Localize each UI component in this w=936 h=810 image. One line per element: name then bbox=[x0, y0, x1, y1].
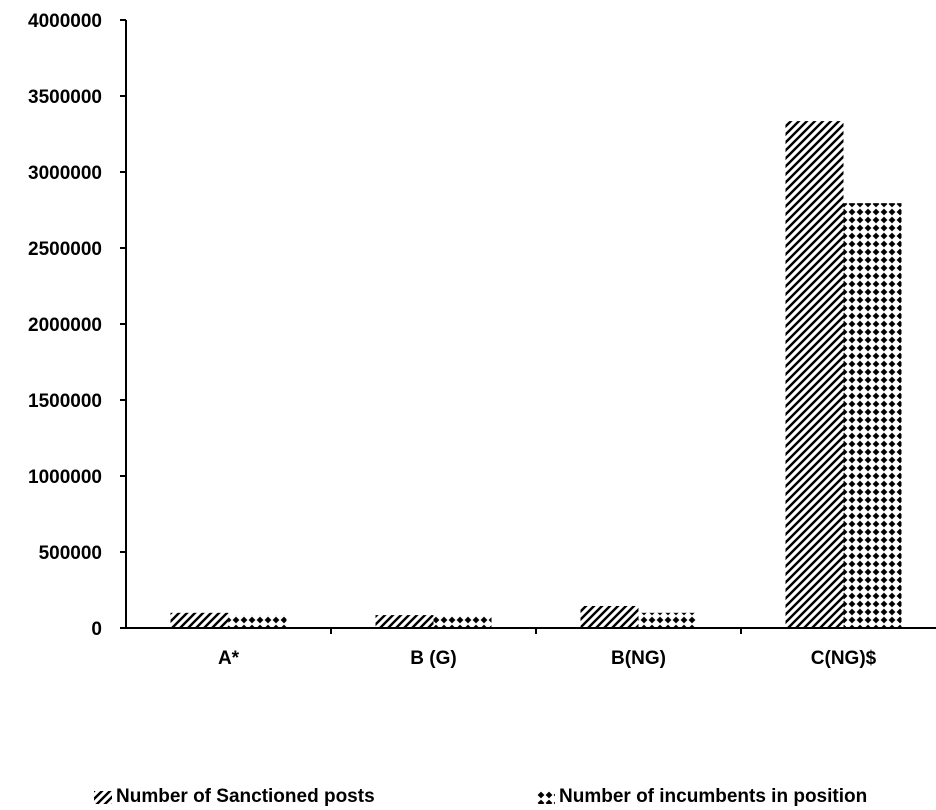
bar-series1-1 bbox=[375, 615, 434, 628]
x-tick-label: B (G) bbox=[410, 648, 456, 669]
y-tick-label: 500000 bbox=[39, 543, 102, 564]
bar-series2-2 bbox=[638, 612, 697, 628]
legend-item-sanctioned: Number of Sanctioned posts bbox=[94, 786, 375, 808]
y-tick-label: 1500000 bbox=[28, 391, 102, 412]
y-tick-label: 2000000 bbox=[28, 315, 102, 336]
x-tick-label: A* bbox=[218, 648, 240, 669]
x-tick-label: B(NG) bbox=[611, 648, 666, 669]
axes bbox=[120, 19, 936, 634]
y-tick-label: 2500000 bbox=[28, 239, 102, 260]
y-axis-tick-labels: 0 500000 1000000 1500000 2000000 2500000 30000… bbox=[28, 11, 102, 640]
y-tick-label: 3000000 bbox=[28, 163, 102, 184]
bar-series1-2 bbox=[580, 605, 639, 628]
bar-series2-1 bbox=[433, 615, 492, 628]
bar-series1-3 bbox=[785, 121, 844, 628]
bar-series2-3 bbox=[843, 203, 902, 628]
x-axis-tick-labels: A* B (G) B(NG) C(NG)$ bbox=[218, 648, 877, 669]
x-tick-label: C(NG)$ bbox=[811, 648, 877, 669]
y-tick-label: 4000000 bbox=[28, 11, 102, 32]
legend-item-incumbents: Number of incumbents in position bbox=[537, 786, 867, 808]
bars bbox=[170, 121, 902, 628]
bar-series2-0 bbox=[228, 615, 287, 628]
legend-label-sanctioned: Number of Sanctioned posts bbox=[116, 786, 375, 807]
legend-swatch-hatch bbox=[94, 790, 112, 804]
legend-swatch-diamond bbox=[537, 790, 555, 804]
y-tick-label: 0 bbox=[91, 619, 102, 640]
y-tick-label: 1000000 bbox=[28, 467, 102, 488]
y-tick-label: 3500000 bbox=[28, 87, 102, 108]
bar-series1-0 bbox=[170, 612, 229, 628]
legend-label-incumbents: Number of incumbents in position bbox=[559, 786, 868, 807]
